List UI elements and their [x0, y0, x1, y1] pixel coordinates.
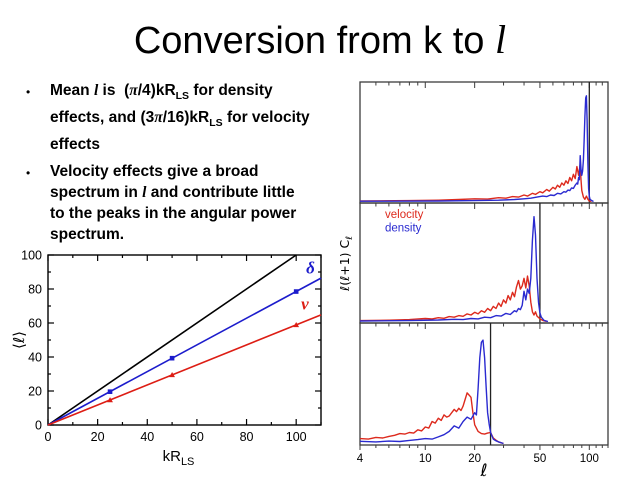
velocity mean l = (3pi/16) kR_LS-line [47, 314, 322, 426]
mean-multipole-chart: 0 20 40 60 80 100 0 20 40 60 80 100 kRLS ⟨ℓ⟩ δv [12, 249, 322, 468]
data-point-triangle [169, 371, 175, 378]
x-tick-label: 0 [45, 430, 52, 444]
slide-title: Conversion from k to l [0, 16, 640, 63]
bullet-text-1: Mean l is (π/4)kRLS for density effects,… [50, 80, 312, 155]
x-tick-label: 50 [534, 453, 547, 465]
y-tick-label: 100 [21, 249, 42, 263]
x-axis-label: kRLS [163, 448, 195, 468]
bullet-text-2: Velocity effects give a broad spectrum i… [50, 161, 312, 245]
b1-seg: for density effects, and (3 [50, 82, 277, 126]
y-tick-label: 60 [28, 317, 42, 331]
y-axis-label: ⟨ℓ⟩ [12, 331, 28, 349]
bullet-list: • Mean l is (π/4)kRLS for density effect… [26, 80, 312, 251]
bullet-marker: • [26, 85, 31, 99]
bullet-item-1: • Mean l is (π/4)kRLS for density effect… [26, 80, 312, 155]
bullet-item-2: • Velocity effects give a broad spectrum… [26, 161, 312, 245]
b1-subscript-LS: LS [175, 90, 190, 102]
y-tick-label: 80 [28, 283, 42, 297]
x-tick-label: 20 [468, 453, 481, 465]
panel-frame-2 [359, 202, 609, 324]
x-axis-label-sub: LS [181, 456, 194, 468]
series-label-v: v [301, 294, 309, 313]
x-tick-label: 20 [91, 430, 105, 444]
x-tick-label: 10 [419, 453, 432, 465]
data-point-triangle [107, 397, 113, 403]
x-tick-label: 40 [140, 430, 154, 444]
b1-seg: /16)kR [162, 109, 210, 126]
series-label-δ: δ [306, 259, 315, 278]
x-tick-label: 100 [286, 430, 307, 444]
density mean l = (pi/4) kR_LS-line [47, 277, 322, 426]
panel-frame-1 [359, 81, 609, 204]
density-curve-panel-2 [359, 215, 549, 323]
plot-frame [47, 254, 322, 426]
density-curve-panel-3 [359, 339, 504, 445]
data-point-square [169, 355, 175, 361]
y-tick-label: 40 [28, 351, 42, 365]
y-axis-label-main: ℓ(ℓ+1) C [340, 239, 352, 291]
y-axis-label: ℓ(ℓ+1) Cℓ [340, 236, 355, 292]
x-tick-label: 4 [357, 453, 364, 465]
data-point-square [107, 389, 113, 394]
velocity-curve-panel-3 [359, 392, 504, 445]
x-tick-label: 80 [240, 430, 254, 444]
legend-density: density [385, 223, 422, 235]
b1-seg: for velocity effects [50, 109, 314, 153]
b2-seg: Velocity effects give a broad spectrum i… [50, 163, 263, 201]
b1-pi: π [129, 82, 138, 99]
b1-seg: /4)kR [137, 82, 176, 99]
data-point-square [293, 289, 299, 294]
x-tick-label: 60 [190, 430, 204, 444]
x-tick-label: 100 [580, 453, 599, 465]
panel-frame-3 [359, 322, 609, 446]
velocity-curve-panel-2 [359, 275, 547, 323]
b2-math-l: l [142, 184, 147, 201]
velocity-curve-panel-1 [359, 163, 592, 203]
x-axis-label-main: kR [163, 448, 182, 465]
l = kR_LS reference-line [47, 254, 297, 426]
b1-seg: Mean [50, 82, 94, 99]
data-point-triangle [293, 321, 300, 328]
title-text: Conversion from k to [133, 20, 495, 62]
b1-seg: is ( [98, 82, 130, 99]
y-tick-label: 20 [28, 385, 42, 399]
legend-velocity: velocity [385, 209, 424, 221]
density-curve-panel-1 [359, 95, 594, 203]
y-axis-label-sub: ℓ [345, 236, 355, 241]
b1-subscript-LS: LS [209, 117, 223, 129]
b2-seg: and contribute little to the peaks in th… [50, 184, 301, 243]
y-tick-label: 0 [35, 419, 42, 433]
title-math-l: l [495, 17, 507, 62]
bullet-marker: • [26, 166, 31, 180]
b1-math-l: l [93, 82, 99, 99]
x-axis-label: ℓ [479, 461, 487, 478]
b1-pi: π [154, 109, 163, 126]
